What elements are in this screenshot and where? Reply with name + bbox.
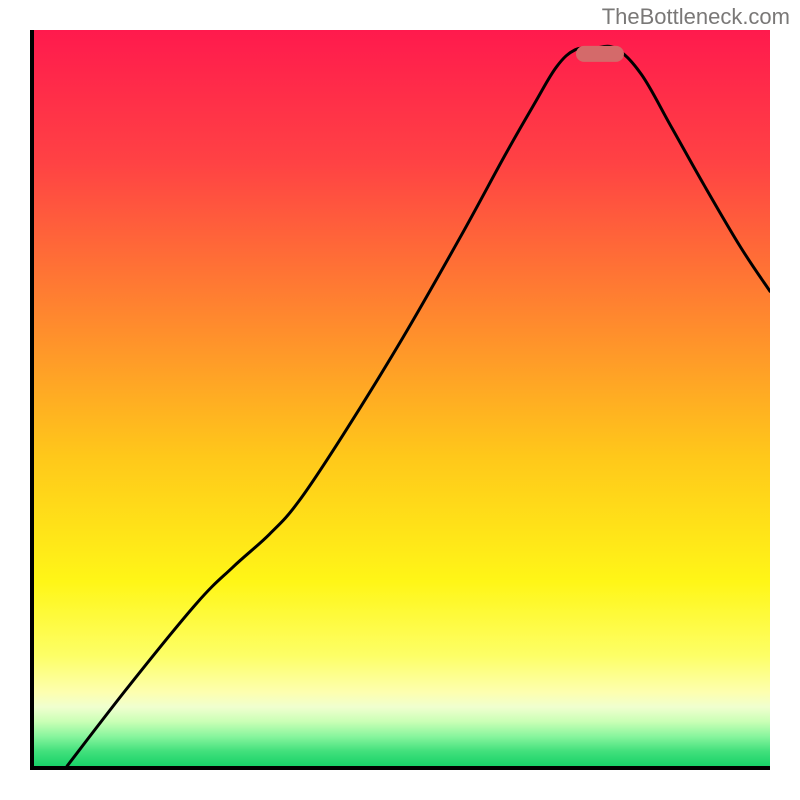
plot-frame [30,30,770,770]
watermark-text: TheBottleneck.com [602,4,790,30]
optimal-point-marker [576,46,624,62]
bottleneck-curve [34,30,770,766]
